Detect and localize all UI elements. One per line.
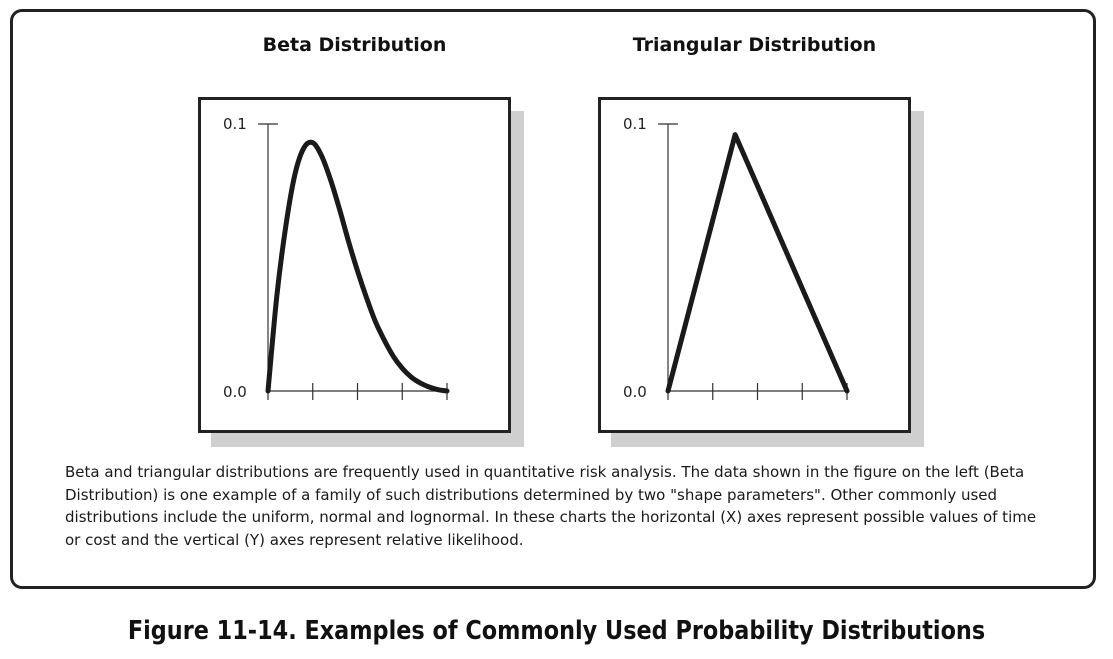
beta-chart-title: Beta Distribution xyxy=(262,34,447,56)
beta-chart-box: 0.0 0.1 xyxy=(198,97,511,433)
figure-frame xyxy=(10,9,1096,589)
figure-title: Figure 11-14. Examples of Commonly Used … xyxy=(127,616,986,646)
caption: Beta and triangular distributions are fr… xyxy=(65,463,1037,549)
y-tick-label-bottom: 0.0 xyxy=(223,383,247,401)
triangular-chart-title: Triangular Distribution xyxy=(632,34,877,56)
beta-curve xyxy=(265,139,450,394)
y-tick-label-bottom: 0.0 xyxy=(623,383,647,401)
triangular-chart: 0.0 0.1 xyxy=(623,115,850,401)
triangular-curve xyxy=(665,132,850,394)
y-tick-label-top: 0.1 xyxy=(223,115,247,133)
triangular-chart-box: 0.0 0.1 xyxy=(598,97,911,433)
beta-chart: 0.0 0.1 xyxy=(223,115,450,401)
y-tick-label-top: 0.1 xyxy=(623,115,647,133)
